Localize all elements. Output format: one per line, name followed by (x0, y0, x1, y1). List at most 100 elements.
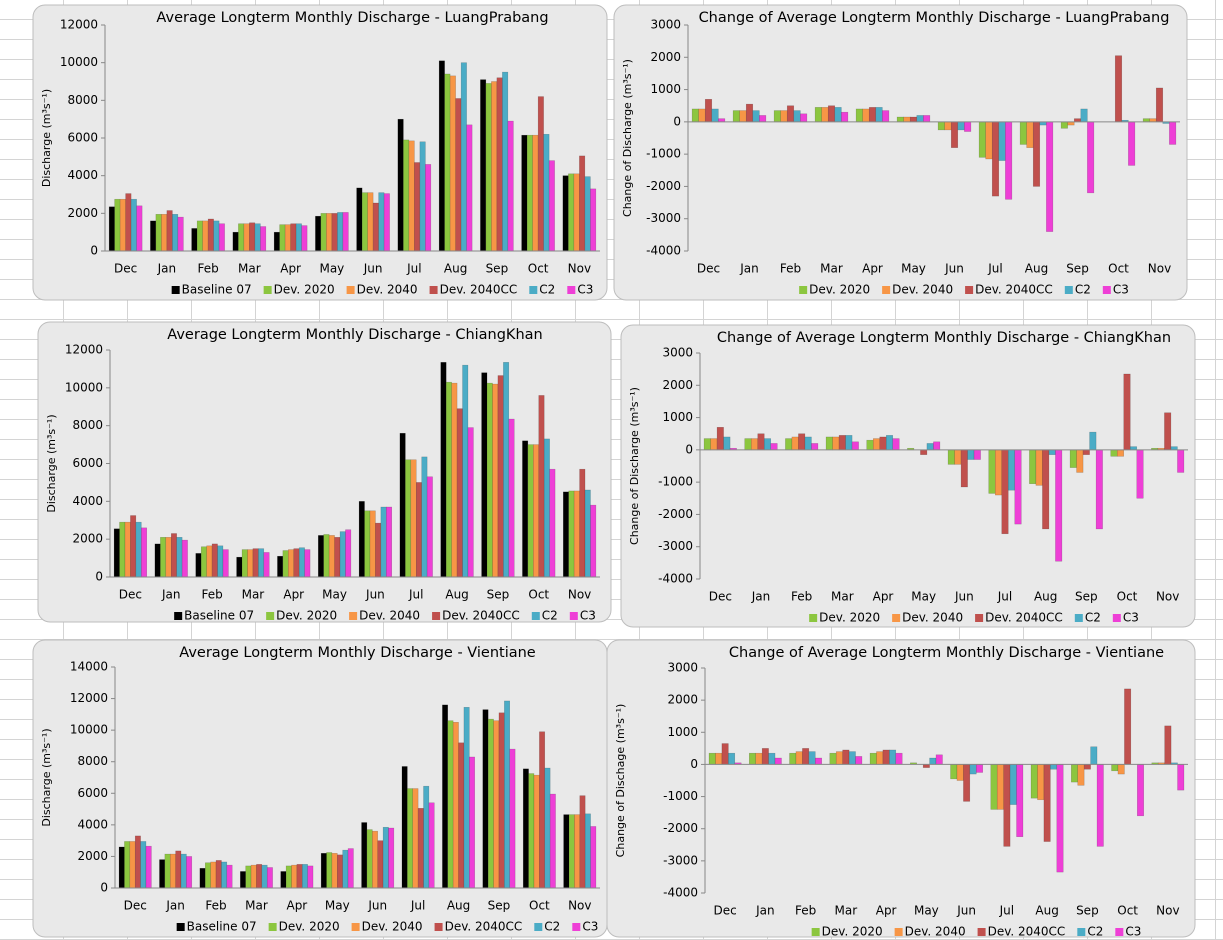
bar (532, 134, 539, 252)
bar (533, 444, 539, 578)
x-tick-label: Aug (445, 588, 468, 602)
bar (421, 456, 428, 578)
bar (764, 438, 772, 451)
bar (256, 864, 263, 889)
y-tick-label: 12000 (70, 691, 108, 705)
bar (988, 449, 996, 494)
bar (482, 709, 489, 889)
bar (916, 115, 924, 123)
bar (250, 864, 257, 889)
panel-background (620, 324, 1196, 628)
bar (1155, 87, 1164, 123)
bar (1048, 449, 1056, 455)
legend-label: Dev. 2040CC (975, 283, 1053, 297)
legend-swatch (569, 612, 578, 620)
legend-swatch (799, 286, 808, 294)
bar (749, 752, 756, 765)
x-tick-label: Jan (157, 262, 177, 276)
y-tick-label: 2000 (667, 693, 698, 707)
legend-swatch (567, 286, 576, 294)
bar (339, 531, 346, 578)
x-tick-label: Nov (568, 899, 591, 913)
bar (967, 449, 975, 460)
bar (845, 435, 853, 451)
legend-swatch (171, 286, 180, 294)
bar (579, 155, 586, 252)
bar (537, 96, 544, 252)
legend-label: Dev. 2020 (274, 283, 335, 297)
bar (521, 134, 528, 252)
y-tick-label: 0 (685, 442, 693, 456)
bar (161, 214, 168, 252)
legend-swatch (894, 928, 903, 936)
legend-label: Dev. 2020 (279, 920, 340, 934)
bar (462, 364, 469, 578)
legend-swatch (975, 614, 984, 622)
panel-background (32, 4, 608, 301)
y-tick-label: 0 (690, 757, 698, 771)
bar (851, 441, 859, 451)
bar (199, 868, 206, 889)
bar (562, 175, 569, 252)
bar (236, 556, 243, 578)
x-tick-label: Oct (1117, 590, 1138, 604)
bar (397, 118, 404, 252)
x-tick-label: May (911, 590, 936, 604)
bar (1124, 688, 1132, 765)
x-tick-label: May (325, 899, 350, 913)
legend-swatch (529, 286, 538, 294)
bar (497, 375, 504, 578)
bar (1128, 121, 1136, 166)
bar (1001, 449, 1009, 535)
x-tick-label: Dec (714, 904, 737, 918)
bar (232, 231, 239, 252)
x-tick-label: Feb (795, 904, 816, 918)
chart-title: Average Longterm Monthly Discharge - Lua… (156, 10, 548, 26)
bar (976, 764, 983, 773)
bar (382, 826, 389, 889)
legend-label: C3 (1113, 283, 1129, 297)
bar (442, 704, 449, 889)
bar (793, 110, 801, 123)
bar (417, 808, 424, 889)
bar (563, 814, 570, 889)
legend-swatch (266, 612, 275, 620)
y-tick-label: -4000 (646, 244, 681, 258)
bar (285, 865, 292, 889)
bar (366, 829, 373, 889)
bar (302, 864, 308, 889)
x-tick-label: Nov (1148, 262, 1171, 276)
y-tick-label: 12000 (60, 18, 98, 32)
y-axis-label: Change of Dischage (m³s⁻¹) (614, 704, 627, 858)
bar (243, 223, 250, 252)
bar (739, 110, 747, 123)
bar (584, 176, 591, 252)
bar (326, 852, 333, 889)
legend-label: Dev. 2040 (902, 611, 963, 625)
bar (145, 845, 152, 889)
bar (258, 548, 265, 578)
bar (1177, 449, 1185, 473)
legend-label: Baseline 07 (184, 609, 254, 623)
bar (171, 533, 177, 578)
legend-label: C2 (539, 283, 555, 297)
x-tick-label: Dec (124, 899, 147, 913)
y-axis-label: Discharge (m³s⁻¹) (45, 414, 58, 512)
bar (260, 226, 267, 252)
bar (791, 436, 799, 451)
chart-panel: Average Longterm Monthly Discharge - Chi… (37, 321, 612, 623)
bar (990, 764, 998, 810)
y-tick-label: 2000 (77, 849, 108, 863)
bar (1009, 764, 1017, 805)
bar (590, 188, 597, 252)
x-tick-label: Oct (1108, 262, 1129, 276)
bar (261, 864, 268, 889)
y-tick-label: 0 (673, 114, 681, 128)
bar (841, 111, 849, 123)
bar (215, 860, 222, 889)
x-tick-label: May (901, 262, 926, 276)
bar (590, 826, 597, 889)
bar (150, 220, 157, 252)
x-tick-label: Dec (697, 262, 720, 276)
x-tick-label: Oct (528, 588, 549, 602)
